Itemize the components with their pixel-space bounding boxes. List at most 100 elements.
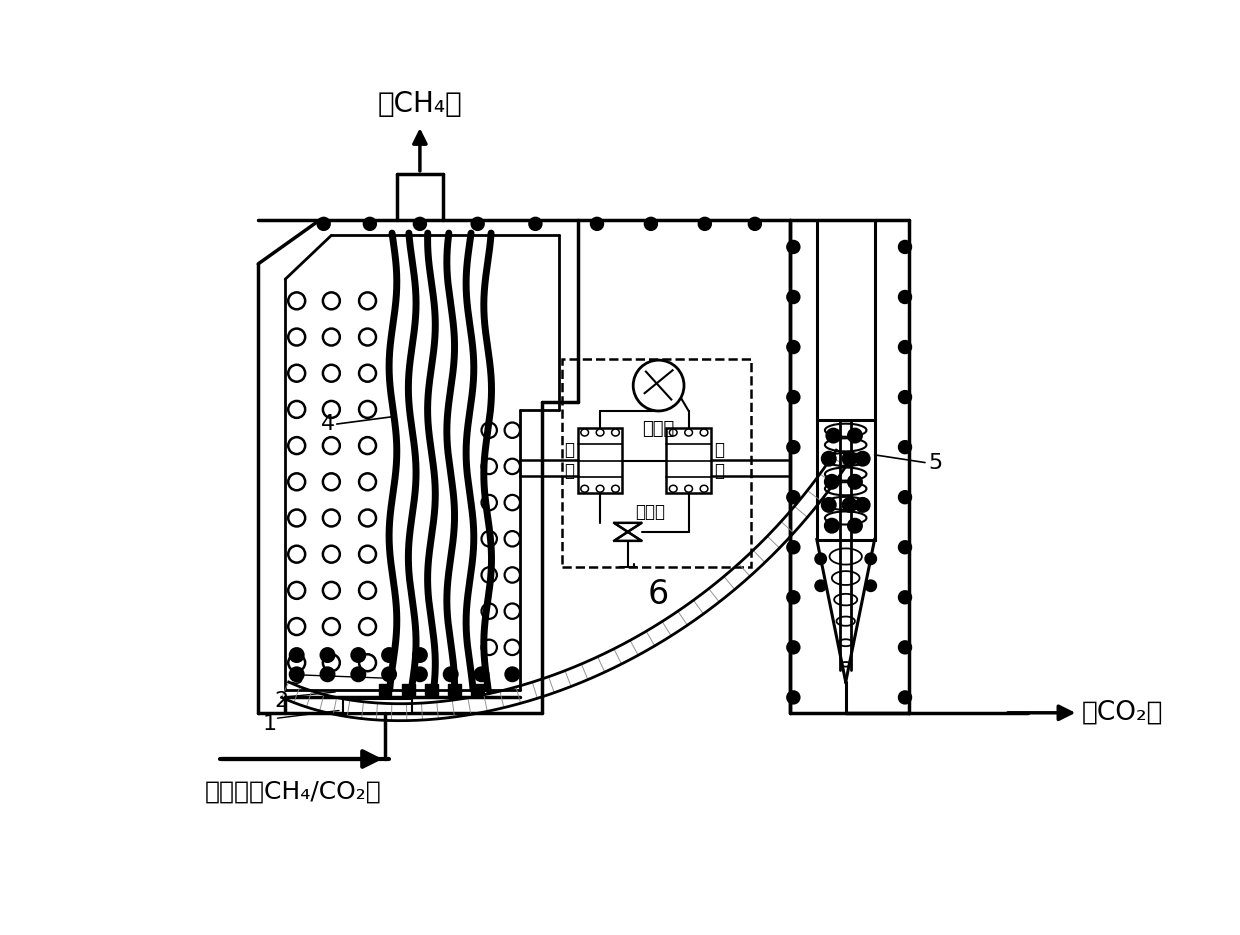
Circle shape — [322, 293, 340, 309]
Circle shape — [290, 648, 304, 662]
Circle shape — [360, 473, 376, 490]
Text: 热
端: 热 端 — [714, 441, 724, 480]
Circle shape — [825, 519, 838, 533]
Circle shape — [899, 291, 911, 303]
Circle shape — [322, 618, 340, 635]
Circle shape — [505, 531, 520, 546]
Circle shape — [288, 546, 305, 563]
Circle shape — [290, 668, 304, 682]
Bar — [578, 428, 622, 494]
Circle shape — [506, 668, 520, 682]
Circle shape — [322, 546, 340, 563]
Circle shape — [360, 365, 376, 381]
Bar — [449, 684, 461, 695]
Ellipse shape — [580, 485, 589, 492]
Circle shape — [899, 341, 911, 353]
Circle shape — [843, 452, 857, 466]
Circle shape — [481, 640, 497, 655]
Circle shape — [815, 581, 826, 591]
Bar — [425, 684, 438, 695]
Circle shape — [322, 654, 340, 671]
Circle shape — [787, 691, 800, 703]
Text: 4: 4 — [320, 414, 335, 434]
Circle shape — [815, 554, 826, 564]
Circle shape — [787, 591, 800, 603]
Circle shape — [848, 475, 862, 489]
Circle shape — [787, 241, 800, 253]
Circle shape — [322, 582, 340, 598]
Circle shape — [645, 218, 657, 230]
Circle shape — [787, 291, 800, 303]
Bar — [563, 359, 751, 567]
Circle shape — [481, 495, 497, 511]
Circle shape — [698, 218, 711, 230]
Circle shape — [866, 554, 877, 564]
Circle shape — [288, 654, 305, 671]
Circle shape — [787, 641, 800, 654]
Circle shape — [288, 510, 305, 526]
Circle shape — [322, 510, 340, 526]
Circle shape — [505, 568, 520, 583]
Circle shape — [899, 691, 911, 703]
Circle shape — [322, 438, 340, 454]
Circle shape — [382, 668, 396, 682]
Bar — [402, 684, 414, 695]
Circle shape — [899, 541, 911, 554]
Circle shape — [481, 459, 497, 474]
Circle shape — [899, 441, 911, 453]
Circle shape — [899, 641, 911, 654]
Circle shape — [321, 668, 335, 682]
Circle shape — [505, 640, 520, 655]
Circle shape — [471, 218, 484, 230]
Circle shape — [360, 401, 376, 418]
Circle shape — [414, 218, 427, 230]
Circle shape — [825, 475, 838, 489]
Circle shape — [826, 428, 841, 442]
Circle shape — [288, 293, 305, 309]
Circle shape — [360, 582, 376, 598]
Circle shape — [360, 654, 376, 671]
Circle shape — [322, 473, 340, 490]
Circle shape — [360, 618, 376, 635]
Circle shape — [481, 603, 497, 619]
Ellipse shape — [611, 429, 619, 436]
Circle shape — [360, 546, 376, 563]
Circle shape — [363, 218, 376, 230]
Circle shape — [529, 218, 542, 230]
Circle shape — [822, 498, 836, 511]
Circle shape — [787, 391, 800, 403]
Circle shape — [321, 648, 335, 662]
Text: 富CO₂气: 富CO₂气 — [1083, 699, 1163, 726]
Bar — [666, 428, 711, 494]
Text: 富CH₄气: 富CH₄气 — [377, 91, 463, 119]
Bar — [817, 420, 874, 539]
Ellipse shape — [684, 429, 692, 436]
Circle shape — [899, 391, 911, 403]
Circle shape — [590, 218, 603, 230]
Circle shape — [351, 648, 366, 662]
Circle shape — [481, 423, 497, 438]
Text: 膨胀节: 膨胀节 — [635, 502, 666, 521]
Circle shape — [481, 531, 497, 546]
Circle shape — [481, 568, 497, 583]
Text: 5: 5 — [929, 453, 942, 472]
Ellipse shape — [580, 429, 589, 436]
Circle shape — [288, 582, 305, 598]
Text: 3: 3 — [290, 669, 304, 688]
Circle shape — [848, 428, 862, 442]
Circle shape — [848, 519, 862, 533]
Circle shape — [288, 438, 305, 454]
Circle shape — [787, 341, 800, 353]
Circle shape — [475, 668, 489, 682]
Circle shape — [822, 452, 836, 466]
Circle shape — [322, 401, 340, 418]
Circle shape — [505, 423, 520, 438]
Circle shape — [413, 648, 427, 662]
Text: 压缩机: 压缩机 — [642, 420, 675, 439]
Circle shape — [317, 218, 330, 230]
Polygon shape — [614, 523, 641, 540]
Ellipse shape — [670, 429, 677, 436]
Bar — [379, 684, 392, 695]
Circle shape — [413, 668, 427, 682]
Text: 混合气（CH₄/CO₂）: 混合气（CH₄/CO₂） — [205, 780, 381, 804]
